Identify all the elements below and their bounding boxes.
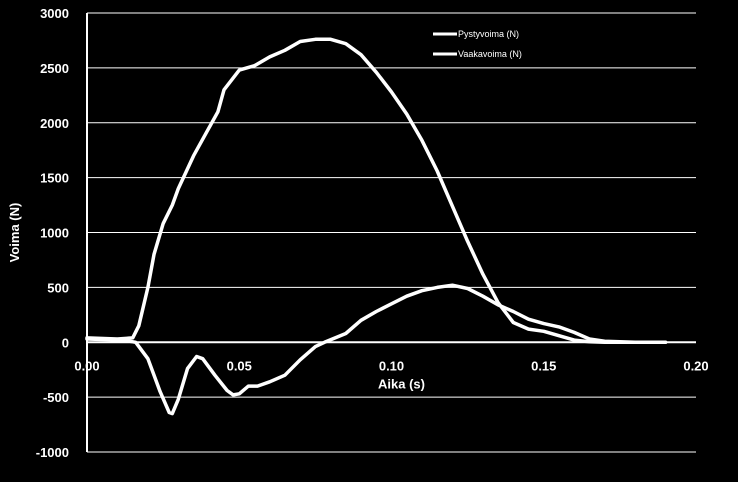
- legend-label-vaakavoima: Vaakavoima (N): [458, 49, 522, 59]
- x-tick-labels: 0.000.050.100.150.20: [74, 358, 708, 373]
- y-axis-title: Voima (N): [7, 203, 22, 263]
- series-line-vaakavoima: [85, 283, 668, 416]
- x-tick-label: 0.20: [683, 358, 708, 373]
- y-tick-label: 2500: [40, 61, 69, 76]
- gridlines: [87, 12, 696, 453]
- legend: Pystyvoima (N) Vaakavoima (N): [433, 29, 522, 59]
- y-tick-label: -1000: [36, 445, 69, 460]
- series-lines: [85, 37, 668, 416]
- x-axis-title: Aika (s): [378, 376, 425, 391]
- x-tick-label: 0.10: [379, 358, 404, 373]
- series-line-pystyvoima: [85, 37, 668, 345]
- y-tick-labels: 3000 2500 2000 1500 1000 500 0 -500 -1000: [36, 6, 69, 460]
- y-tick-label: 500: [47, 280, 69, 295]
- y-tick-label: 1500: [40, 171, 69, 186]
- x-tick-label: 0.05: [227, 358, 252, 373]
- legend-label-pystyvoima: Pystyvoima (N): [458, 29, 519, 39]
- y-tick-label: 2000: [40, 116, 69, 131]
- y-tick-label: -500: [43, 390, 69, 405]
- y-tick-label: 0: [62, 335, 69, 350]
- y-tick-label: 1000: [40, 226, 69, 241]
- y-tick-label: 3000: [40, 6, 69, 21]
- x-tick-label: 0.15: [531, 358, 556, 373]
